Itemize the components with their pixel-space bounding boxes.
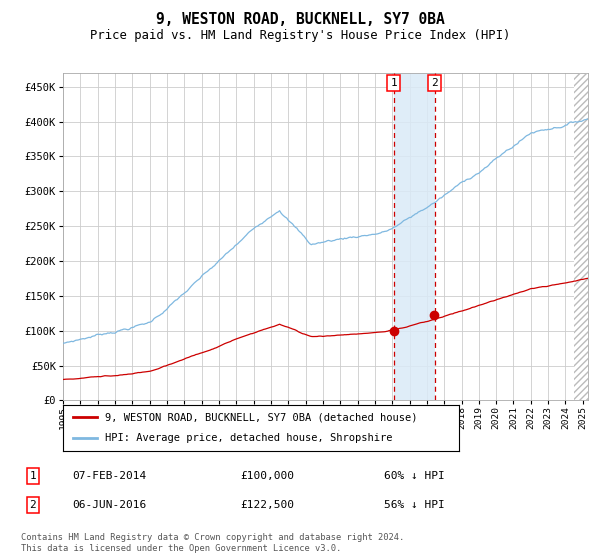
- Text: 1: 1: [29, 471, 37, 481]
- Text: 9, WESTON ROAD, BUCKNELL, SY7 0BA: 9, WESTON ROAD, BUCKNELL, SY7 0BA: [155, 12, 445, 27]
- Bar: [394, 73, 434, 400]
- Bar: [574, 73, 588, 400]
- Text: £100,000: £100,000: [240, 471, 294, 481]
- Text: 56% ↓ HPI: 56% ↓ HPI: [384, 500, 445, 510]
- Text: 60% ↓ HPI: 60% ↓ HPI: [384, 471, 445, 481]
- Text: Contains HM Land Registry data © Crown copyright and database right 2024.
This d: Contains HM Land Registry data © Crown c…: [21, 533, 404, 553]
- Text: 2: 2: [431, 78, 438, 88]
- Text: 2: 2: [29, 500, 37, 510]
- Text: HPI: Average price, detached house, Shropshire: HPI: Average price, detached house, Shro…: [104, 433, 392, 444]
- Text: 1: 1: [391, 78, 397, 88]
- Text: £122,500: £122,500: [240, 500, 294, 510]
- Text: Price paid vs. HM Land Registry's House Price Index (HPI): Price paid vs. HM Land Registry's House …: [90, 29, 510, 42]
- Bar: [574, 73, 588, 400]
- Text: 07-FEB-2014: 07-FEB-2014: [72, 471, 146, 481]
- Text: 06-JUN-2016: 06-JUN-2016: [72, 500, 146, 510]
- Text: 9, WESTON ROAD, BUCKNELL, SY7 0BA (detached house): 9, WESTON ROAD, BUCKNELL, SY7 0BA (detac…: [104, 412, 417, 422]
